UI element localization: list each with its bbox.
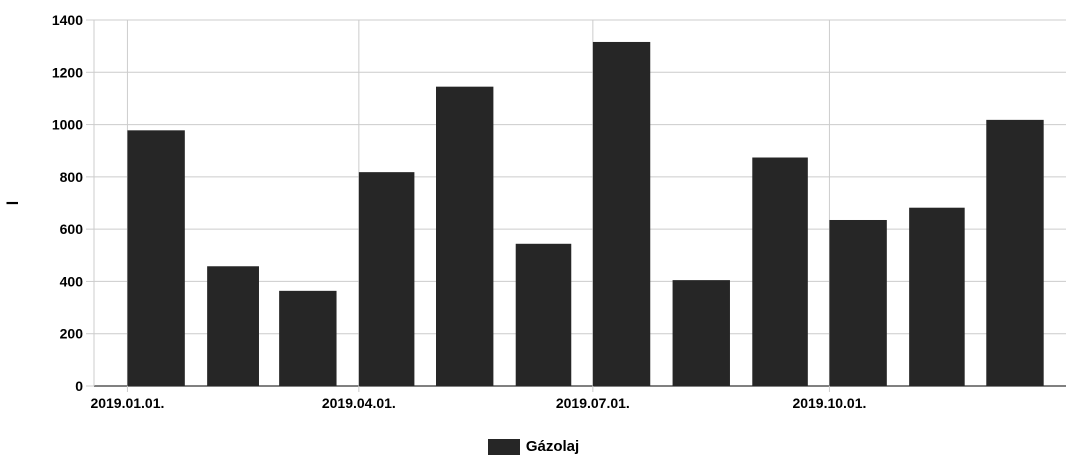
y-tick-label: 400 xyxy=(60,273,84,289)
y-tick-label: 0 xyxy=(75,378,83,394)
x-tick-label: 2019.10.01. xyxy=(792,395,866,411)
legend-label: Gázolaj xyxy=(525,438,580,455)
bar xyxy=(436,86,494,387)
bar xyxy=(592,41,651,387)
bar xyxy=(515,243,572,386)
y-axis-ticks: 0 200 400 600 800 1000 1200 1400 xyxy=(52,12,83,394)
x-axis-ticks: 2019.01.01. 2019.04.01. 2019.07.01. 2019.10… xyxy=(90,395,866,411)
bar xyxy=(986,119,1044,386)
bar xyxy=(207,266,259,386)
y-tick-label: 800 xyxy=(60,169,84,185)
y-tick-label: 1000 xyxy=(52,117,83,133)
bar xyxy=(358,172,415,386)
bar xyxy=(829,219,887,386)
legend: Gázolaj xyxy=(0,438,1067,455)
y-tick-label: 1400 xyxy=(52,12,83,28)
y-tick-label: 200 xyxy=(60,326,84,342)
x-tick-label: 2019.07.01. xyxy=(556,395,630,411)
bar xyxy=(752,157,808,386)
x-tick-label: 2019.04.01. xyxy=(322,395,396,411)
bar xyxy=(279,290,337,386)
y-tick-label: 600 xyxy=(60,221,84,237)
bar xyxy=(127,130,185,386)
y-tick-label: 1200 xyxy=(52,64,83,80)
legend-swatch xyxy=(487,438,520,455)
bar-series xyxy=(127,41,1044,387)
bar xyxy=(909,207,965,386)
x-tick-label: 2019.01.01. xyxy=(90,395,164,411)
y-axis-title: l xyxy=(5,201,22,205)
bar xyxy=(672,280,730,386)
